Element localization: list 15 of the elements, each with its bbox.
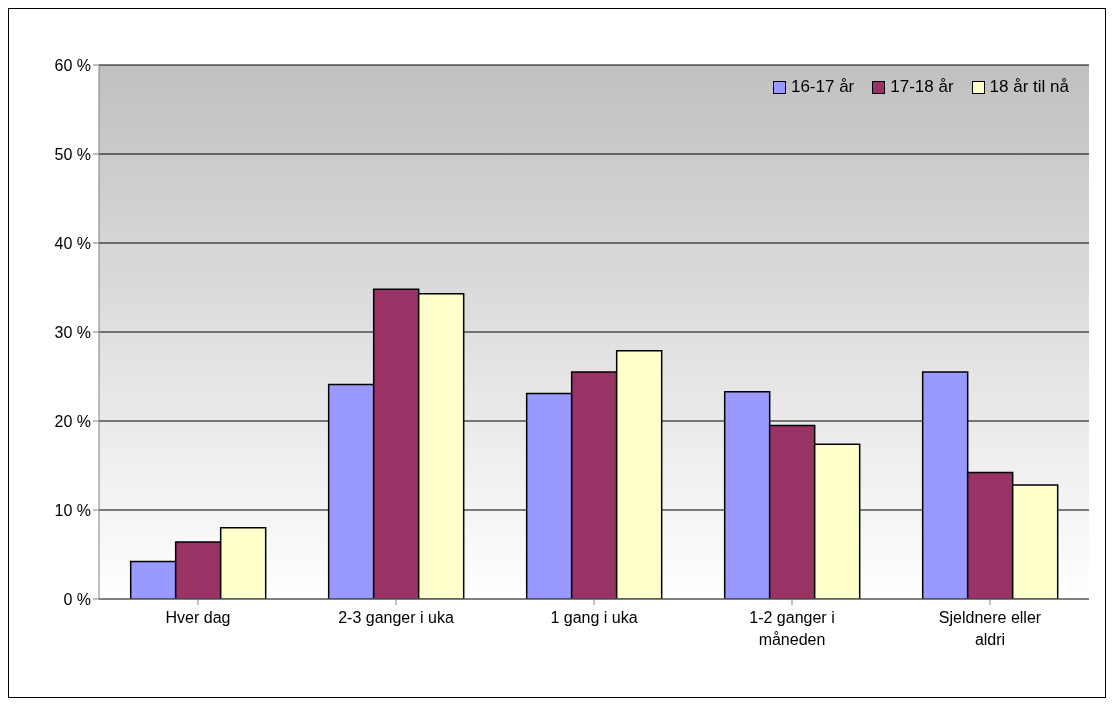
x-tick-label: Sjeldnere eller aldri: [938, 609, 1042, 648]
x-tick-label: 1-2 ganger i måneden: [749, 609, 835, 648]
y-tick-label: 0 %: [63, 590, 91, 608]
legend-label: 16-17 år: [790, 77, 855, 97]
y-tick-label: 50 %: [54, 145, 91, 163]
y-tick-label: 20 %: [54, 412, 91, 430]
y-tick-label: 60 %: [54, 56, 91, 74]
legend-label: 17-18 år: [890, 77, 954, 97]
x-tick-label: 1 gang i uka: [550, 609, 638, 626]
x-tick-label: Hver dag: [165, 609, 231, 626]
y-tick-label: 10 %: [54, 501, 91, 519]
y-tick-label: 40 %: [54, 234, 91, 252]
x-tick-label: 2-3 ganger i uka: [338, 609, 454, 626]
y-tick-label: 30 %: [54, 323, 91, 341]
legend-label: 18 år til nå: [989, 77, 1069, 97]
